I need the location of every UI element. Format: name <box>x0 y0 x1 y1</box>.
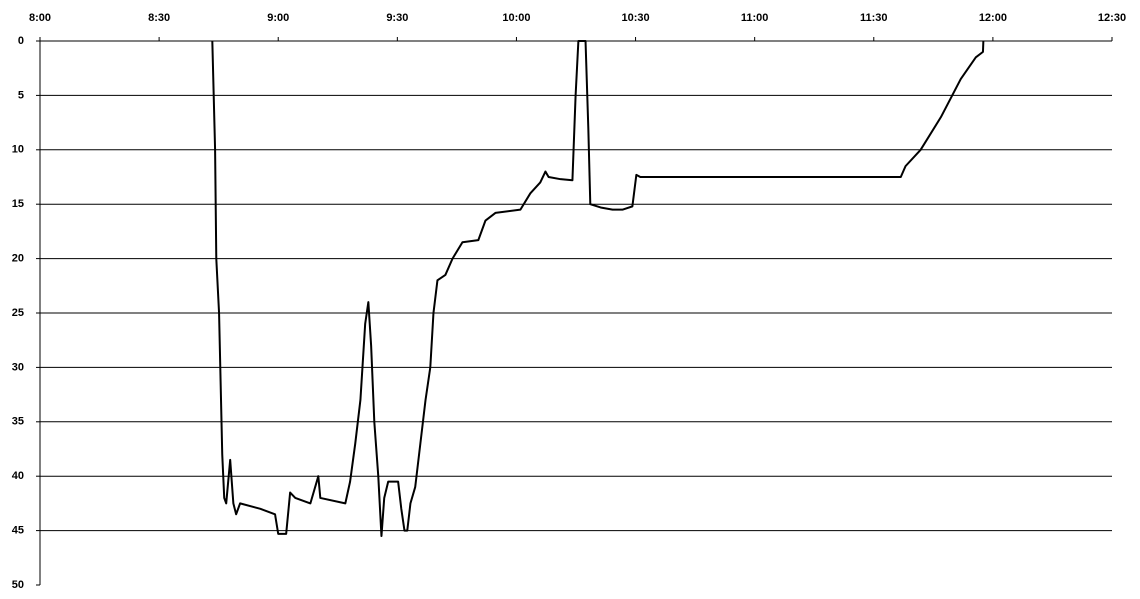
y-tick-label: 30 <box>12 361 24 373</box>
x-tick-label: 8:00 <box>29 12 51 24</box>
x-tick-label: 9:30 <box>386 12 408 24</box>
data-line <box>211 40 985 538</box>
x-tick-label: 11:30 <box>860 12 888 24</box>
y-tick-label: 45 <box>12 525 24 537</box>
x-tick-label: 9:00 <box>267 12 289 24</box>
y-tick-label: 40 <box>12 470 24 482</box>
y-tick-label: 10 <box>12 144 24 156</box>
y-tick-label: 35 <box>12 416 24 428</box>
x-tick-label: 12:30 <box>1098 12 1126 24</box>
x-tick-label: 12:00 <box>979 12 1007 24</box>
x-tick-label: 10:30 <box>621 12 649 24</box>
y-tick-label: 50 <box>12 579 24 591</box>
x-tick-label: 11:00 <box>741 12 769 24</box>
x-tick-label: 10:00 <box>502 12 530 24</box>
y-tick-label: 15 <box>12 198 24 210</box>
y-tick-label: 0 <box>18 35 24 47</box>
y-tick-label: 5 <box>18 89 24 101</box>
y-tick-label: 25 <box>12 307 24 319</box>
y-tick-label: 20 <box>12 253 24 265</box>
x-tick-label: 8:30 <box>148 12 170 24</box>
